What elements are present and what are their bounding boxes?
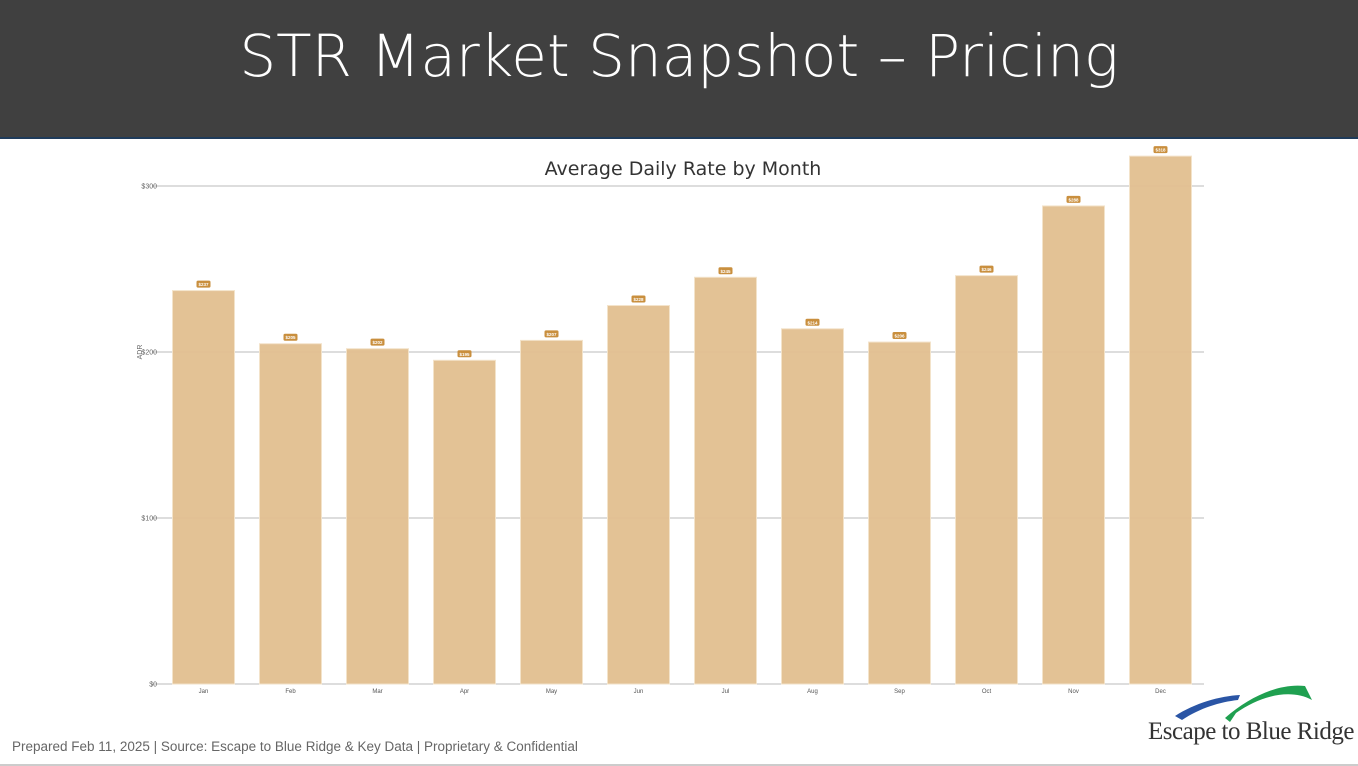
bar-jan — [172, 290, 235, 685]
data-label: $205 — [285, 335, 296, 340]
bar-apr — [433, 359, 496, 685]
bar-oct — [955, 275, 1018, 685]
bar-aug — [781, 328, 844, 685]
x-tick-label: Dec — [1155, 689, 1166, 695]
data-label: $288 — [1068, 197, 1079, 202]
bar-mar — [346, 348, 409, 685]
y-tick-label: $300 — [141, 184, 157, 191]
bar-feb — [259, 343, 322, 685]
data-label: $318 — [1155, 148, 1166, 153]
data-label: $202 — [372, 340, 383, 345]
x-tick-label: Apr — [460, 689, 469, 695]
x-tick-label: Jul — [722, 689, 730, 695]
adr-bar-chart: Average Daily Rate by Month ADR $0 $100 $2… — [137, 146, 1204, 695]
x-tick-label: Sep — [894, 689, 905, 695]
data-label-badge — [805, 318, 820, 326]
slide-title: STR Market Snapshot – Pricing — [239, 22, 1119, 90]
data-label-badge — [196, 280, 211, 288]
logo-arrows-icon — [1175, 685, 1312, 722]
x-tick-label: Nov — [1068, 689, 1079, 695]
data-label-badge — [457, 350, 472, 358]
data-label: $206 — [894, 334, 905, 339]
y-axis-label: ADR — [137, 345, 144, 360]
y-tick-label: $100 — [141, 516, 157, 523]
bar-may — [520, 339, 583, 685]
y-tick-label: $200 — [141, 350, 157, 357]
data-label-badge — [283, 333, 298, 341]
data-label-badge — [1066, 195, 1081, 203]
data-label-badge — [544, 330, 559, 338]
data-label: $246 — [981, 267, 992, 272]
data-label: $237 — [198, 282, 209, 287]
data-label-badge — [892, 332, 907, 340]
data-label-badge — [1153, 146, 1168, 154]
logo-text: Escape to Blue Ridge — [1148, 718, 1354, 745]
divider — [0, 764, 1358, 766]
data-label: $228 — [633, 297, 644, 302]
data-label-badge — [370, 338, 385, 346]
data-label: $214 — [807, 320, 818, 325]
data-label-badge — [718, 267, 733, 275]
data-label: $245 — [720, 269, 731, 274]
data-label: $207 — [546, 332, 557, 337]
x-tick-label: Feb — [285, 689, 296, 695]
chart-title: Average Daily Rate by Month — [545, 158, 822, 180]
x-tick-label: May — [546, 689, 557, 695]
bar-nov — [1042, 205, 1105, 685]
bar-dec — [1129, 155, 1192, 685]
x-tick-label: Aug — [807, 689, 818, 695]
y-tick-label: $0 — [149, 682, 157, 689]
bar-jul — [694, 276, 757, 685]
title-bar: STR Market Snapshot – Pricing — [0, 0, 1358, 139]
footer-text: Prepared Feb 11, 2025 | Source: Escape t… — [12, 739, 578, 754]
data-label-badge — [631, 295, 646, 303]
bar-sep — [868, 341, 931, 685]
x-tick-label: Oct — [982, 689, 992, 695]
data-label-badge — [979, 265, 994, 273]
x-tick-label: Jun — [634, 689, 644, 695]
data-label: $195 — [459, 352, 470, 357]
bar-jun — [607, 305, 670, 685]
x-tick-label: Mar — [372, 689, 382, 695]
x-tick-label: Jan — [199, 689, 209, 695]
